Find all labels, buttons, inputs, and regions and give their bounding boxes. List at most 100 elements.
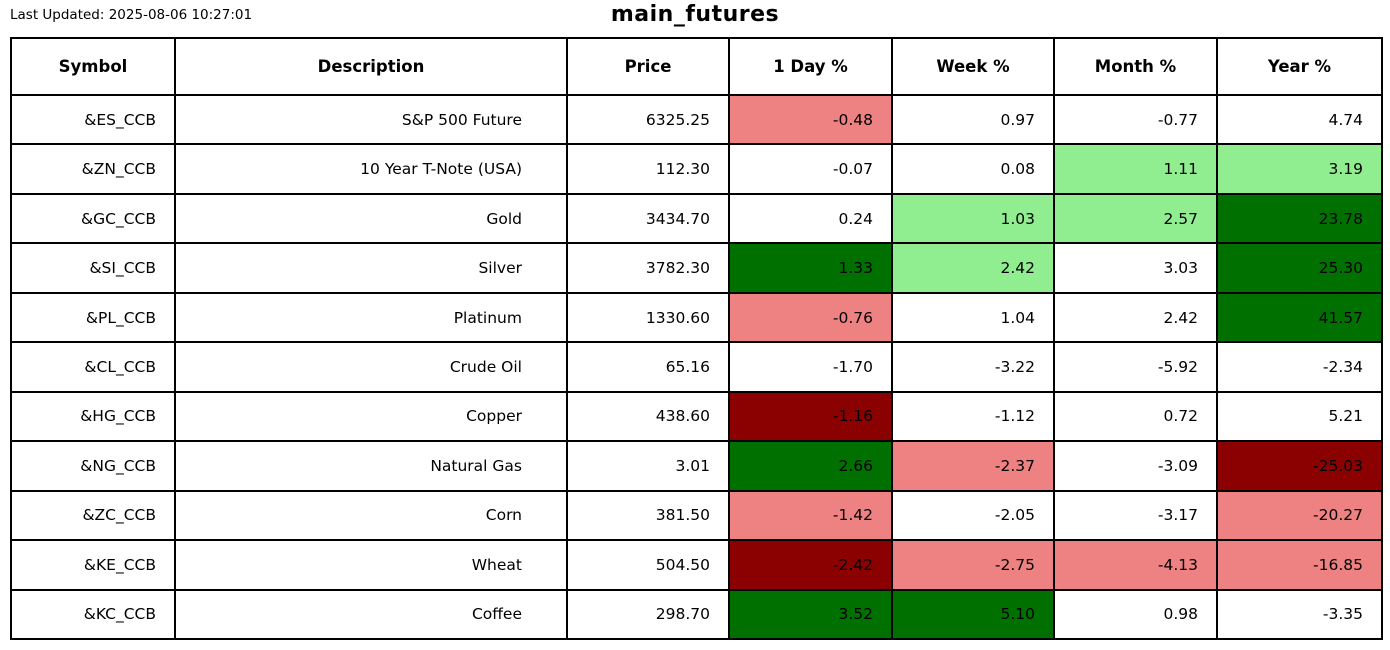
column-header-3: 1 Day % <box>728 37 893 96</box>
symbol-cell: &GC_CCB <box>10 192 176 245</box>
description-cell: S&P 500 Future <box>174 93 568 146</box>
description-cell: 10 Year T-Note (USA) <box>174 143 568 195</box>
description-cell: Copper <box>174 390 568 443</box>
price-cell: 438.60 <box>566 390 730 443</box>
table-row: &ES_CCB S&P 500 Future 6325.25 -0.48 0.97 -0.… <box>10 93 1383 146</box>
table-row: &CL_CCB Crude Oil 65.16 -1.70 -3.22 -5.92 -2.3… <box>10 341 1383 393</box>
symbol-cell: &SI_CCB <box>10 242 176 294</box>
pct-cell: 0.24 <box>728 192 893 245</box>
pct-cell: 4.74 <box>1216 93 1383 146</box>
price-cell: 112.30 <box>566 143 730 195</box>
pct-cell: -2.75 <box>891 539 1055 591</box>
price-cell: 381.50 <box>566 489 730 542</box>
symbol-cell: &KE_CCB <box>10 539 176 591</box>
pct-cell: 1.11 <box>1053 143 1218 195</box>
table-row: &ZN_CCB 10 Year T-Note (USA) 112.30 -0.07 0.… <box>10 143 1383 195</box>
symbol-cell: &PL_CCB <box>10 291 176 344</box>
pct-cell: 2.57 <box>1053 192 1218 245</box>
pct-cell: -0.07 <box>728 143 893 195</box>
pct-cell: -2.37 <box>891 440 1055 492</box>
pct-cell: -2.42 <box>728 539 893 591</box>
description-cell: Natural Gas <box>174 440 568 492</box>
table-row: &HG_CCB Copper 438.60 -1.16 -1.12 0.72 5.21 <box>10 390 1383 443</box>
pct-cell: 2.42 <box>1053 291 1218 344</box>
description-cell: Coffee <box>174 588 568 641</box>
pct-cell: -0.77 <box>1053 93 1218 146</box>
description-cell: Gold <box>174 192 568 245</box>
pct-cell: -20.27 <box>1216 489 1383 542</box>
pct-cell: 0.98 <box>1053 588 1218 641</box>
pct-cell: 23.78 <box>1216 192 1383 245</box>
price-cell: 504.50 <box>566 539 730 591</box>
pct-cell: -3.35 <box>1216 588 1383 641</box>
symbol-cell: &CL_CCB <box>10 341 176 393</box>
price-cell: 3434.70 <box>566 192 730 245</box>
column-header-0: Symbol <box>10 37 176 96</box>
page-title: main_futures <box>610 2 780 27</box>
pct-cell: -1.70 <box>728 341 893 393</box>
pct-cell: 0.97 <box>891 93 1055 146</box>
pct-cell: 41.57 <box>1216 291 1383 344</box>
pct-cell: -3.17 <box>1053 489 1218 542</box>
futures-table: Symbol Description Price 1 Day % Week % Month… <box>10 37 1383 641</box>
pct-cell: 25.30 <box>1216 242 1383 294</box>
pct-cell: 2.42 <box>891 242 1055 294</box>
symbol-cell: &HG_CCB <box>10 390 176 443</box>
description-cell: Corn <box>174 489 568 542</box>
pct-cell: -25.03 <box>1216 440 1383 492</box>
pct-cell: -5.92 <box>1053 341 1218 393</box>
pct-cell: -3.22 <box>891 341 1055 393</box>
pct-cell: 0.72 <box>1053 390 1218 443</box>
pct-cell: 1.04 <box>891 291 1055 344</box>
price-cell: 3.01 <box>566 440 730 492</box>
pct-cell: -2.05 <box>891 489 1055 542</box>
column-header-1: Description <box>174 37 568 96</box>
pct-cell: -0.76 <box>728 291 893 344</box>
symbol-cell: &KC_CCB <box>10 588 176 641</box>
symbol-cell: &NG_CCB <box>10 440 176 492</box>
symbol-cell: &ZN_CCB <box>10 143 176 195</box>
table-row: &SI_CCB Silver 3782.30 1.33 2.42 3.03 25.30 <box>10 242 1383 294</box>
description-cell: Platinum <box>174 291 568 344</box>
pct-cell: 5.21 <box>1216 390 1383 443</box>
symbol-cell: &ES_CCB <box>10 93 176 146</box>
description-cell: Wheat <box>174 539 568 591</box>
last-updated-label: Last Updated: 2025-08-06 10:27:01 <box>10 7 253 23</box>
price-cell: 3782.30 <box>566 242 730 294</box>
pct-cell: -2.34 <box>1216 341 1383 393</box>
pct-cell: 2.66 <box>728 440 893 492</box>
table-row: &NG_CCB Natural Gas 3.01 2.66 -2.37 -3.09 -25.… <box>10 440 1383 492</box>
price-cell: 1330.60 <box>566 291 730 344</box>
description-cell: Silver <box>174 242 568 294</box>
pct-cell: 3.52 <box>728 588 893 641</box>
pct-cell: 0.08 <box>891 143 1055 195</box>
column-header-6: Year % <box>1216 37 1383 96</box>
pct-cell: 1.03 <box>891 192 1055 245</box>
pct-cell: -1.16 <box>728 390 893 443</box>
symbol-cell: &ZC_CCB <box>10 489 176 542</box>
column-header-5: Month % <box>1053 37 1218 96</box>
pct-cell: 3.19 <box>1216 143 1383 195</box>
price-cell: 65.16 <box>566 341 730 393</box>
pct-cell: -1.12 <box>891 390 1055 443</box>
table-row: &ZC_CCB Corn 381.50 -1.42 -2.05 -3.17 -20.27 <box>10 489 1383 542</box>
pct-cell: -4.13 <box>1053 539 1218 591</box>
column-header-4: Week % <box>891 37 1055 96</box>
header-row: Symbol Description Price 1 Day % Week % Month… <box>10 37 1383 96</box>
pct-cell: -0.48 <box>728 93 893 146</box>
price-cell: 298.70 <box>566 588 730 641</box>
table-body: &ES_CCB S&P 500 Future 6325.25 -0.48 0.97 -0.… <box>10 93 1383 641</box>
table-row: &GC_CCB Gold 3434.70 0.24 1.03 2.57 23.78 <box>10 192 1383 245</box>
pct-cell: -3.09 <box>1053 440 1218 492</box>
price-cell: 6325.25 <box>566 93 730 146</box>
table-row: &PL_CCB Platinum 1330.60 -0.76 1.04 2.42 41.57 <box>10 291 1383 344</box>
pct-cell: 5.10 <box>891 588 1055 641</box>
description-cell: Crude Oil <box>174 341 568 393</box>
column-header-2: Price <box>566 37 730 96</box>
pct-cell: -16.85 <box>1216 539 1383 591</box>
table-row: &KE_CCB Wheat 504.50 -2.42 -2.75 -4.13 -16.85 <box>10 539 1383 591</box>
pct-cell: -1.42 <box>728 489 893 542</box>
pct-cell: 1.33 <box>728 242 893 294</box>
table-row: &KC_CCB Coffee 298.70 3.52 5.10 0.98 -3.35 <box>10 588 1383 641</box>
pct-cell: 3.03 <box>1053 242 1218 294</box>
